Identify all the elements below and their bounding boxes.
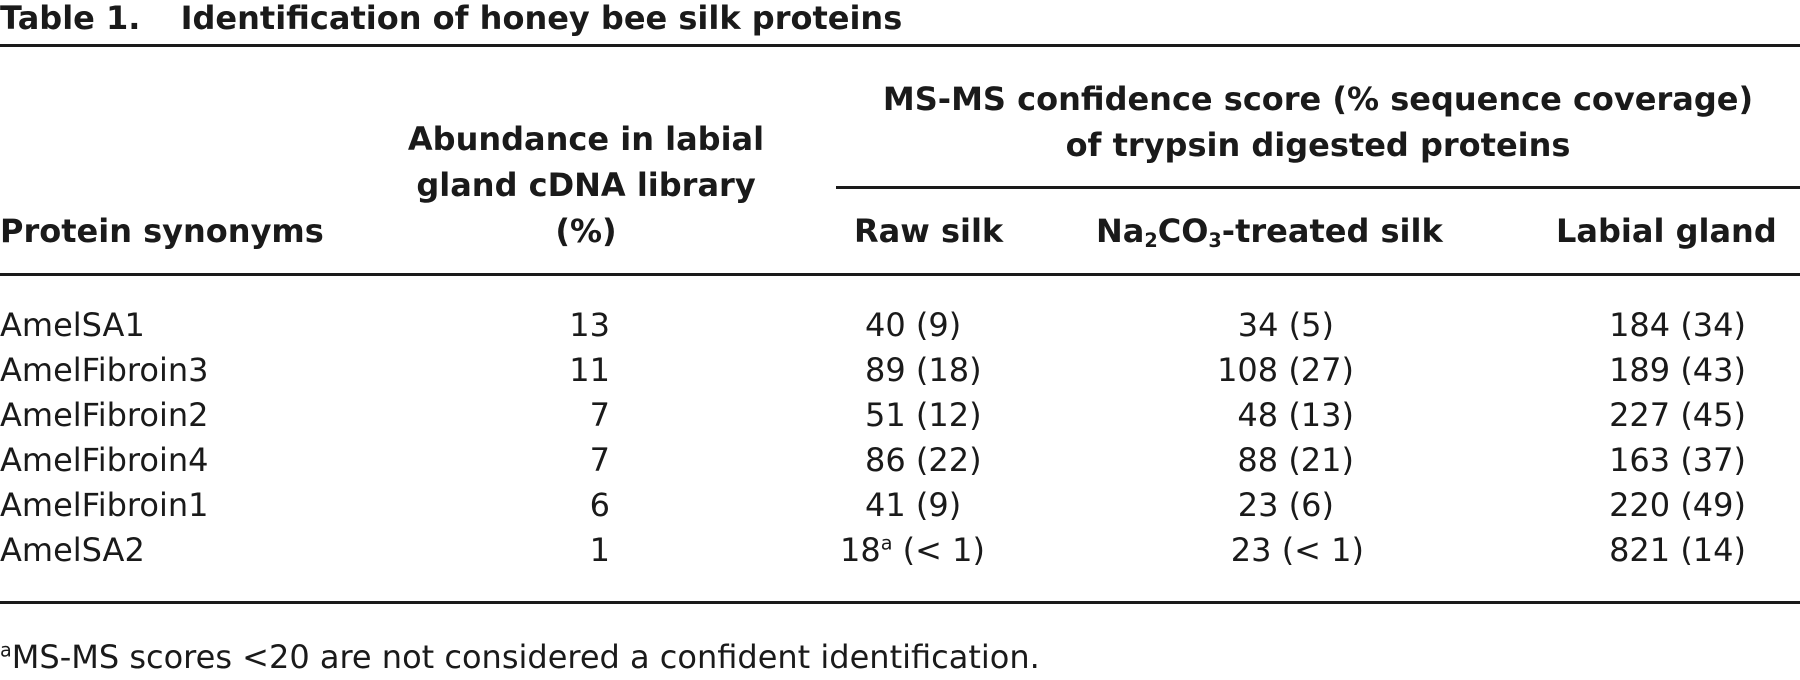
header-abundance: Abundance in labial gland cDNA library (… xyxy=(386,116,786,254)
header-raw-silk: Raw silk xyxy=(854,212,1004,250)
cell-raw-silk: 51 (12) xyxy=(865,392,982,438)
cell-labial-gland: 184 (34) xyxy=(1609,306,1746,344)
bottom-rule xyxy=(0,601,1800,604)
cell-abundance: 1 xyxy=(589,531,610,569)
cell-labial-gland: 821 (14) xyxy=(1609,531,1746,569)
cell-raw-silk: 40 (9) xyxy=(865,302,961,348)
cell-na-treated: 23 (6) xyxy=(1237,486,1334,524)
cell-raw-silk: 41 (9) xyxy=(865,482,961,528)
header-abundance-line1: Abundance in labial xyxy=(407,120,765,158)
cell-raw-silk: 18a (< 1) xyxy=(840,527,985,573)
cell-na-treated: 108 (27) xyxy=(1217,351,1354,389)
raw-silk-value: 86 (22) xyxy=(865,441,982,479)
raw-silk-value: 41 (9) xyxy=(865,486,962,524)
cell-abundance: 11 xyxy=(569,351,610,389)
cell-labial-gland: 189 (43) xyxy=(1609,351,1746,389)
cell-abundance: 6 xyxy=(589,486,610,524)
na-sub-2: 3 xyxy=(1208,228,1222,252)
raw-silk-footnote-marker: a xyxy=(880,531,893,555)
cell-labial-gland: 163 (37) xyxy=(1609,441,1746,479)
header-ms-group: MS-MS confidence score (% sequence cover… xyxy=(836,76,1800,168)
cell-protein: AmelFibroin4 xyxy=(0,441,209,479)
cell-na-treated: 34 (5) xyxy=(1237,306,1334,344)
footnote-marker: a xyxy=(0,638,12,662)
top-rule xyxy=(0,44,1800,47)
cell-protein: AmelSA1 xyxy=(0,306,145,344)
cell-labial-gland: 227 (45) xyxy=(1609,396,1746,434)
cell-abundance: 13 xyxy=(569,306,610,344)
cell-na-treated: 48 (13) xyxy=(1237,396,1354,434)
cell-labial-gland: 220 (49) xyxy=(1609,486,1746,524)
na-prefix: Na xyxy=(1096,212,1145,250)
header-ms-group-line1: MS-MS confidence score (% sequence cover… xyxy=(882,80,1754,118)
header-na2co3-treated-silk: Na2CO3-treated silk xyxy=(1096,208,1443,254)
raw-silk-rest: (< 1) xyxy=(892,531,985,569)
cell-protein: AmelFibroin3 xyxy=(0,351,209,389)
cell-raw-silk: 86 (22) xyxy=(865,437,982,483)
cell-abundance: 7 xyxy=(589,396,610,434)
cell-protein: AmelFibroin2 xyxy=(0,396,209,434)
header-abundance-line3: (%) xyxy=(555,212,617,250)
table-title: Table 1. Identification of honey bee sil… xyxy=(0,0,902,40)
table-footnote: aMS-MS scores <20 are not considered a c… xyxy=(0,634,1040,680)
header-labial-gland: Labial gland xyxy=(1556,212,1777,250)
header-abundance-line2: gland cDNA library xyxy=(416,166,756,204)
cell-na-treated: 88 (21) xyxy=(1237,441,1354,479)
header-span-rule xyxy=(836,186,1800,189)
raw-silk-value: 18 xyxy=(840,531,881,569)
raw-silk-value: 51 (12) xyxy=(865,396,982,434)
na-mid: CO xyxy=(1157,212,1209,250)
cell-na-treated: 23 (< 1) xyxy=(1230,531,1364,569)
header-ms-group-line2: of trypsin digested proteins xyxy=(1065,126,1571,164)
cell-protein: AmelFibroin1 xyxy=(0,486,209,524)
header-bottom-rule xyxy=(0,273,1800,276)
na-suffix: -treated silk xyxy=(1221,212,1443,250)
na-sub-1: 2 xyxy=(1144,228,1158,252)
header-protein-synonyms: Protein synonyms xyxy=(0,212,324,250)
cell-raw-silk: 89 (18) xyxy=(865,347,982,393)
cell-protein: AmelSA2 xyxy=(0,531,145,569)
raw-silk-value: 89 (18) xyxy=(865,351,982,389)
footnote-text: MS-MS scores <20 are not considered a co… xyxy=(11,638,1040,676)
table-label: Table 1. xyxy=(0,0,141,37)
raw-silk-value: 40 (9) xyxy=(865,306,962,344)
table-title-text: Identification of honey bee silk protein… xyxy=(180,0,903,37)
cell-abundance: 7 xyxy=(589,441,610,479)
